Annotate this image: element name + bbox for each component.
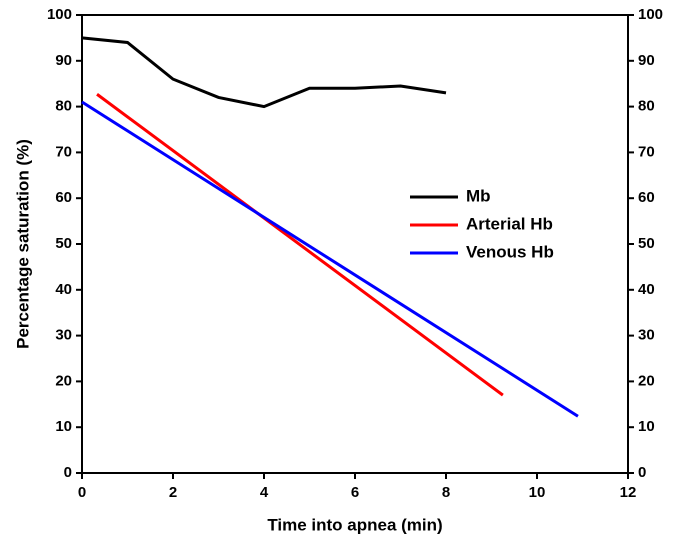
legend-label: Mb bbox=[466, 186, 491, 205]
x-tick-label: 12 bbox=[620, 484, 637, 501]
x-tick-label: 4 bbox=[260, 484, 269, 501]
series-line bbox=[81, 100, 579, 418]
x-tick-label: 8 bbox=[442, 484, 450, 501]
y2-tick-label: 60 bbox=[638, 189, 655, 206]
y-tick-label: 0 bbox=[64, 464, 72, 481]
y2-tick-label: 100 bbox=[638, 6, 663, 23]
y-axis-label: Percentage saturation (%) bbox=[13, 139, 32, 349]
y2-tick-label: 20 bbox=[638, 372, 655, 389]
y-tick-label: 60 bbox=[55, 189, 72, 206]
y-tick-label: 90 bbox=[55, 52, 72, 69]
y-tick-label: 100 bbox=[47, 6, 72, 23]
y2-tick-label: 90 bbox=[638, 52, 655, 69]
y-tick-label: 70 bbox=[55, 143, 72, 160]
legend-label: Arterial Hb bbox=[466, 214, 553, 233]
y2-tick-label: 70 bbox=[638, 143, 655, 160]
y2-tick-label: 40 bbox=[638, 281, 655, 298]
y2-tick-label: 30 bbox=[638, 327, 655, 344]
y-tick-label: 50 bbox=[55, 235, 72, 252]
x-tick-label: 0 bbox=[78, 484, 86, 501]
y-tick-label: 20 bbox=[55, 372, 72, 389]
x-tick-label: 6 bbox=[351, 484, 359, 501]
y2-tick-label: 0 bbox=[638, 464, 646, 481]
y-tick-label: 10 bbox=[55, 418, 72, 435]
y2-tick-label: 80 bbox=[638, 98, 655, 115]
x-tick-label: 10 bbox=[529, 484, 546, 501]
series-line bbox=[96, 93, 504, 397]
y2-tick-label: 10 bbox=[638, 418, 655, 435]
y-tick-label: 30 bbox=[55, 327, 72, 344]
y-tick-label: 40 bbox=[55, 281, 72, 298]
y2-tick-label: 50 bbox=[638, 235, 655, 252]
y-tick-label: 80 bbox=[55, 98, 72, 115]
x-axis-label: Time into apnea (min) bbox=[267, 515, 442, 534]
series-line bbox=[81, 36, 447, 109]
legend-label: Venous Hb bbox=[466, 242, 554, 261]
x-tick-label: 2 bbox=[169, 484, 177, 501]
